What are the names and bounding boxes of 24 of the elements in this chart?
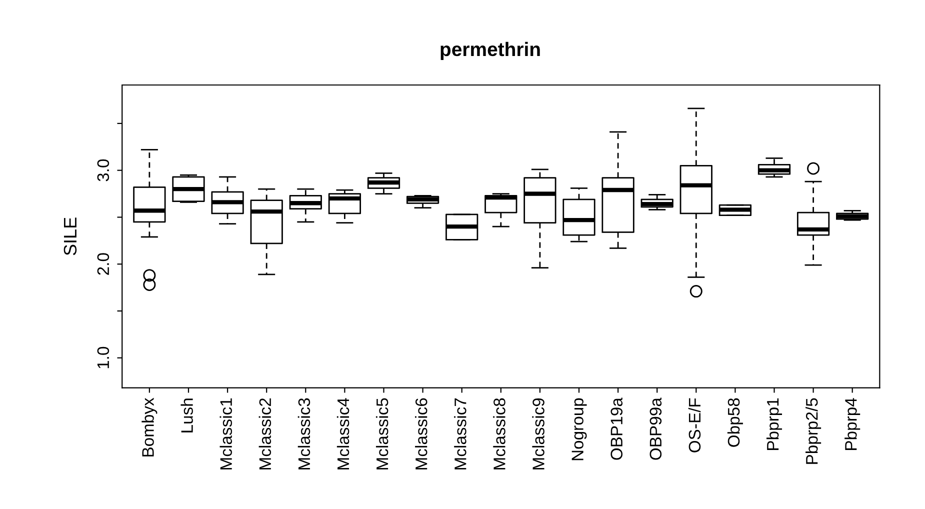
chart-title: permethrin: [440, 42, 540, 60]
x-tick-label: Pbprp2/5: [806, 398, 822, 464]
x-tick-label: Mclassic3: [298, 398, 310, 470]
x-tick-label: Nogroup: [572, 398, 587, 460]
x-tick-label: Mclassic4: [336, 398, 350, 470]
y-tick-label: 1.0: [97, 346, 110, 368]
y-tick-label: 3.0: [97, 159, 110, 182]
x-tick-label: OS-E/F: [688, 398, 701, 452]
x-tick-label: Mclassic9: [532, 398, 544, 470]
x-tick-label: Bombyx: [142, 398, 158, 456]
x-tick-label: Mclassic7: [454, 398, 466, 470]
y-axis-title: SILE: [64, 218, 77, 256]
x-tick-label: OBP99a: [650, 398, 662, 460]
x-tick-label: Mclassic2: [258, 398, 272, 470]
x-tick-label: Mclassic1: [220, 398, 232, 470]
x-tick-label: OBP19a: [610, 398, 623, 460]
x-tick-label: Mclassic6: [415, 398, 428, 470]
x-tick-label: Obp58: [727, 398, 743, 447]
x-tick-label: Pbprp1: [766, 398, 782, 450]
x-tick-label: Lush: [180, 398, 193, 432]
x-tick-label: Mclassic5: [376, 398, 388, 470]
y-tick-label: 2.0: [97, 253, 110, 275]
x-tick-label: Pbprp4: [844, 398, 860, 450]
x-tick-label: Mclassic8: [493, 398, 506, 470]
